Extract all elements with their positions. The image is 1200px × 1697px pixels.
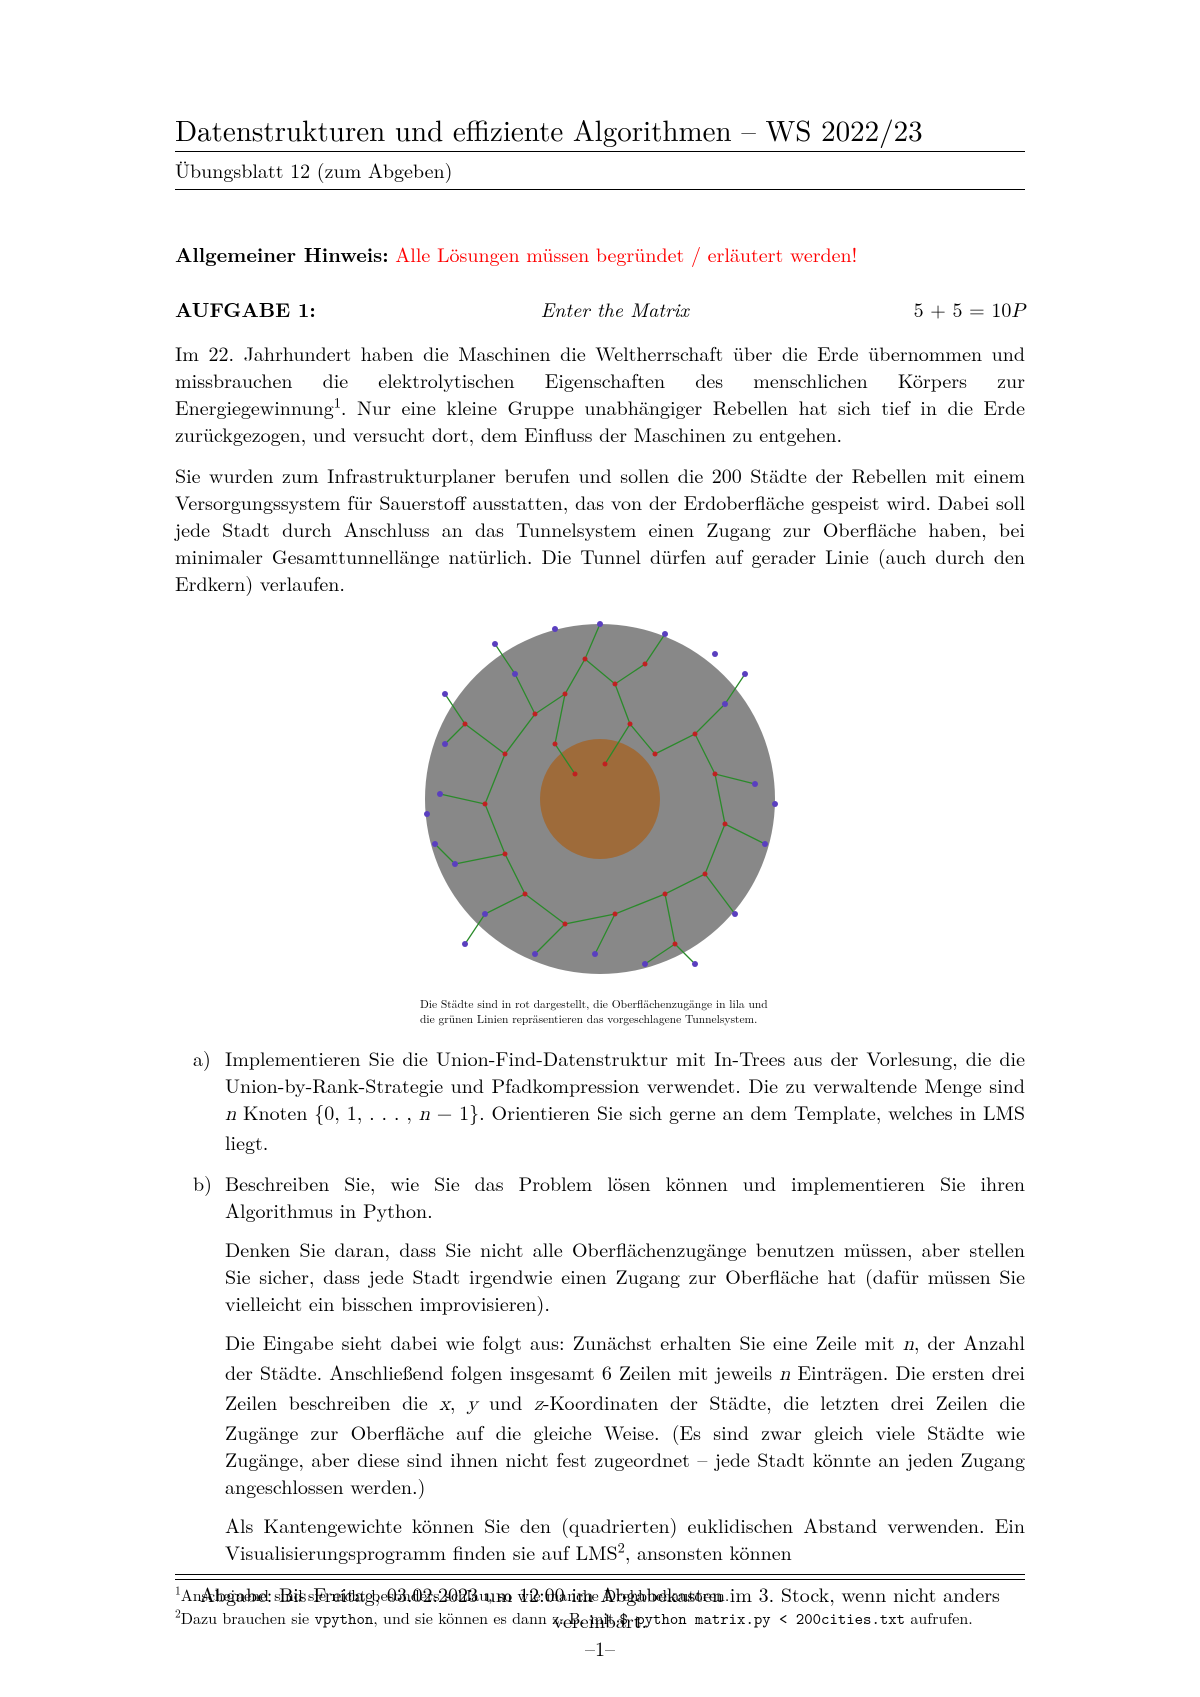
- footnote-ref-2: 2: [618, 1537, 625, 1557]
- item-b-p1: Beschreiben Sie, wie Sie das Problem lös…: [225, 1169, 1025, 1223]
- item-b-p3: Die Eingabe sieht dabei wie folgt aus: Z…: [225, 1328, 1025, 1499]
- b4b: , ansonsten können: [625, 1537, 792, 1566]
- title-block: Datenstrukturen und effiziente Algorithm…: [175, 110, 1025, 190]
- task-header: AUFGABE 1: Enter the Matrix 5 + 5 = 10P: [175, 295, 1025, 325]
- footnote-ref-1: 1: [334, 392, 341, 412]
- page-number: –1–: [175, 1635, 1025, 1661]
- general-hint: Allgemeiner Hinweis: Alle Lösungen müsse…: [175, 240, 1025, 267]
- intro-paragraph-2: Sie wurden zum Infrastrukturplaner beruf…: [175, 461, 1025, 596]
- task-points: 5 + 5 = 10P: [914, 295, 1025, 325]
- item-b-p4: Als Kantengewichte können Sie den (quadr…: [225, 1511, 1025, 1565]
- item-b-p2: Denken Sie daran, dass Sie nicht alle Ob…: [225, 1235, 1025, 1316]
- earth-diagram: [415, 614, 785, 984]
- task-label: AUFGABE 1:: [175, 295, 316, 322]
- task-item-b: Beschreiben Sie, wie Sie das Problem lös…: [205, 1169, 1025, 1565]
- footer-text: Abgabe: Bis Freitag, 03.02.2023 um 12:00…: [175, 1581, 1025, 1633]
- hint-text: Alle Lösungen müssen begründet / erläute…: [395, 239, 857, 268]
- task-item-a: Implementieren Sie die Union-Find-Datens…: [205, 1044, 1025, 1155]
- item-a-text: Implementieren Sie die Union-Find-Datens…: [225, 1044, 1025, 1155]
- subtitle: Übungsblatt 12 (zum Abgeben): [175, 151, 1025, 183]
- task-title: Enter the Matrix: [316, 295, 914, 322]
- figure-caption: Die Städte sind in rot dargestellt, die …: [420, 997, 780, 1026]
- intro-paragraph-1: Im 22. Jahrhundert haben die Maschinen d…: [175, 339, 1025, 447]
- figure: Die Städte sind in rot dargestellt, die …: [175, 614, 1025, 1026]
- course-title: Datenstrukturen und effiziente Algorithm…: [175, 110, 1025, 149]
- page-footer: Abgabe: Bis Freitag, 03.02.2023 um 12:00…: [175, 1574, 1025, 1661]
- hint-label: Allgemeiner Hinweis:: [175, 239, 389, 268]
